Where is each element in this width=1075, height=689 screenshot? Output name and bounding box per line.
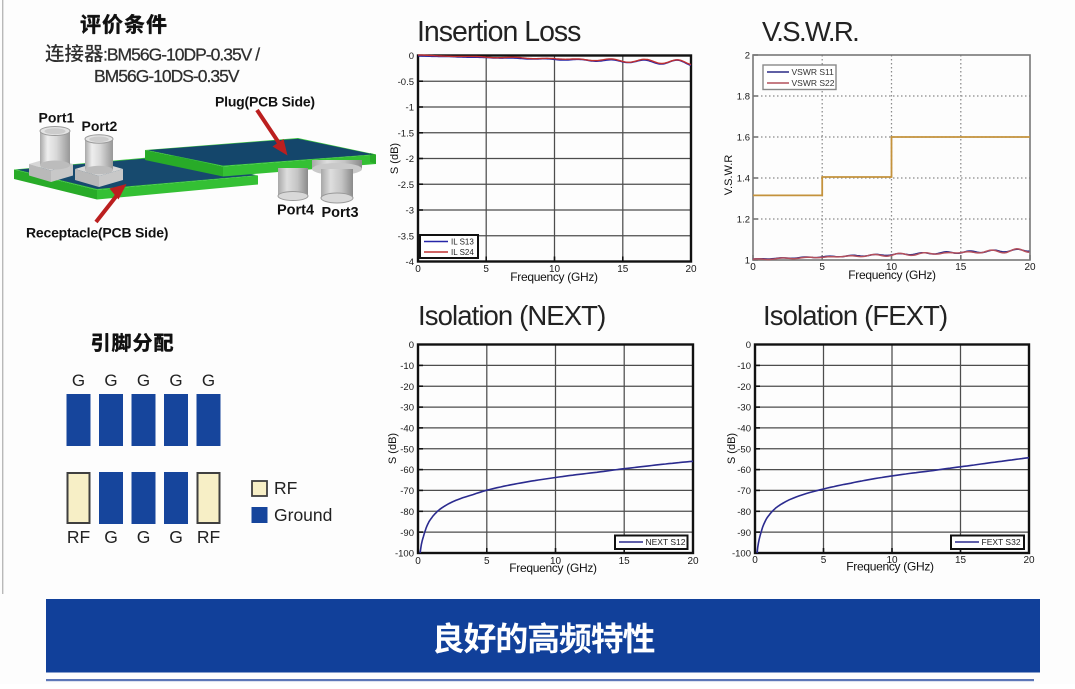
svg-text:-10: -10 (400, 361, 414, 372)
svg-text:5: 5 (483, 264, 489, 275)
svg-text:IL S24: IL S24 (451, 248, 474, 257)
svg-text:Frequency (GHz): Frequency (GHz) (848, 268, 936, 282)
svg-text:S (dB): S (dB) (726, 433, 738, 464)
svg-text:2: 2 (745, 51, 750, 62)
svg-text:Frequency (GHz): Frequency (GHz) (510, 270, 598, 284)
svg-text:-10: -10 (737, 361, 751, 372)
svg-text:V.S.W.R.: V.S.W.R. (762, 16, 858, 47)
svg-text:-30: -30 (737, 403, 751, 414)
svg-text:10: 10 (549, 264, 561, 275)
svg-text:1.6: 1.6 (737, 133, 750, 144)
svg-text:-70: -70 (737, 486, 751, 497)
svg-text:-1.5: -1.5 (398, 128, 414, 139)
svg-text:10: 10 (886, 555, 898, 566)
svg-text:G: G (104, 527, 118, 547)
svg-text:-20: -20 (737, 382, 751, 393)
svg-text:20: 20 (685, 264, 697, 275)
svg-text:-90: -90 (400, 528, 414, 539)
svg-text:G: G (137, 527, 151, 547)
svg-text:IL S13: IL S13 (451, 238, 474, 247)
svg-text:20: 20 (1024, 262, 1036, 273)
svg-text:Port1: Port1 (39, 110, 75, 126)
svg-text:-2: -2 (406, 154, 414, 165)
svg-text:-50: -50 (737, 444, 751, 455)
svg-text:S (dB): S (dB) (387, 433, 399, 464)
svg-text:-1: -1 (406, 103, 414, 114)
svg-text:Frequency (GHz): Frequency (GHz) (846, 560, 934, 574)
svg-text:Isolation (NEXT): Isolation (NEXT) (418, 300, 605, 331)
svg-text:0: 0 (409, 340, 414, 351)
svg-text:0: 0 (415, 556, 421, 567)
svg-text:Receptacle(PCB Side): Receptacle(PCB Side) (26, 225, 168, 241)
svg-text:-100: -100 (395, 549, 414, 560)
svg-text:BM56G-10DS-0.35V: BM56G-10DS-0.35V (94, 66, 240, 86)
svg-text:RF: RF (197, 527, 220, 547)
svg-text:-40: -40 (400, 424, 414, 435)
svg-text:Ground: Ground (274, 505, 332, 525)
svg-text:1: 1 (745, 256, 750, 267)
svg-text:1.8: 1.8 (737, 92, 750, 103)
svg-text:Insertion Loss: Insertion Loss (417, 16, 581, 48)
svg-text:G: G (104, 371, 117, 390)
svg-text:Frequency (GHz): Frequency (GHz) (509, 561, 597, 575)
svg-text:Port2: Port2 (82, 118, 118, 134)
svg-text:-2.5: -2.5 (398, 180, 414, 191)
svg-text:0: 0 (750, 262, 756, 273)
svg-text:G: G (137, 371, 150, 390)
svg-text:0: 0 (409, 51, 414, 62)
svg-text:RF: RF (274, 478, 297, 498)
svg-text:5: 5 (484, 556, 490, 567)
svg-text:15: 15 (617, 264, 629, 275)
svg-text:-80: -80 (400, 507, 414, 518)
svg-text:-70: -70 (400, 486, 414, 497)
svg-text:20: 20 (1023, 555, 1035, 566)
svg-text:Port3: Port3 (322, 205, 359, 221)
svg-text:10: 10 (886, 262, 898, 273)
svg-text:0: 0 (746, 340, 751, 351)
svg-text:-3: -3 (406, 206, 414, 217)
svg-text:-20: -20 (400, 382, 414, 393)
svg-text:-100: -100 (732, 549, 751, 560)
svg-text:G: G (72, 371, 85, 390)
svg-text:VSWR S11: VSWR S11 (792, 67, 835, 77)
svg-text:-3.5: -3.5 (398, 231, 414, 242)
svg-text:5: 5 (821, 555, 827, 566)
svg-text:-4: -4 (406, 257, 414, 268)
svg-text:-90: -90 (737, 528, 751, 539)
svg-text:15: 15 (955, 262, 967, 273)
svg-text:15: 15 (955, 555, 967, 566)
svg-text:10: 10 (550, 556, 562, 567)
svg-text:S (dB): S (dB) (389, 143, 401, 174)
svg-text:-50: -50 (400, 444, 414, 455)
svg-text:-60: -60 (737, 465, 751, 476)
svg-text:1.4: 1.4 (737, 174, 750, 185)
svg-text:1.2: 1.2 (737, 215, 750, 226)
svg-text:FEXT S32: FEXT S32 (982, 537, 1021, 547)
svg-text:15: 15 (619, 556, 631, 567)
svg-text:-30: -30 (400, 403, 414, 414)
svg-text:0: 0 (415, 264, 421, 275)
svg-text:5: 5 (819, 262, 825, 273)
svg-text:0: 0 (752, 555, 758, 566)
svg-text::BM56G-10DP-0.35V /: :BM56G-10DP-0.35V / (103, 45, 260, 65)
svg-text:-0.5: -0.5 (398, 77, 414, 88)
svg-text:Isolation (FEXT): Isolation (FEXT) (763, 300, 947, 331)
svg-text:RF: RF (67, 527, 90, 547)
svg-text:Plug(PCB Side): Plug(PCB Side) (215, 94, 315, 110)
svg-text:-60: -60 (400, 465, 414, 476)
svg-text:-40: -40 (737, 424, 751, 435)
svg-text:G: G (169, 527, 183, 547)
svg-text:Port4: Port4 (277, 203, 314, 219)
svg-text:-80: -80 (737, 507, 751, 518)
svg-text:G: G (202, 371, 215, 390)
svg-text:NEXT S12: NEXT S12 (646, 537, 686, 547)
svg-text:VSWR S22: VSWR S22 (792, 78, 835, 88)
svg-text:V.S.W.R: V.S.W.R (723, 155, 735, 196)
svg-text:20: 20 (687, 556, 699, 567)
svg-text:G: G (169, 371, 182, 390)
